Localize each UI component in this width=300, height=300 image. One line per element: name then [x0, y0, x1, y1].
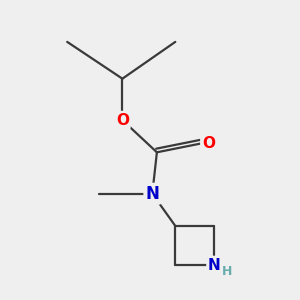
Text: N: N	[208, 257, 221, 272]
Text: O: O	[202, 136, 215, 151]
Text: O: O	[116, 112, 129, 128]
Text: N: N	[146, 185, 159, 203]
Text: H: H	[222, 266, 232, 278]
